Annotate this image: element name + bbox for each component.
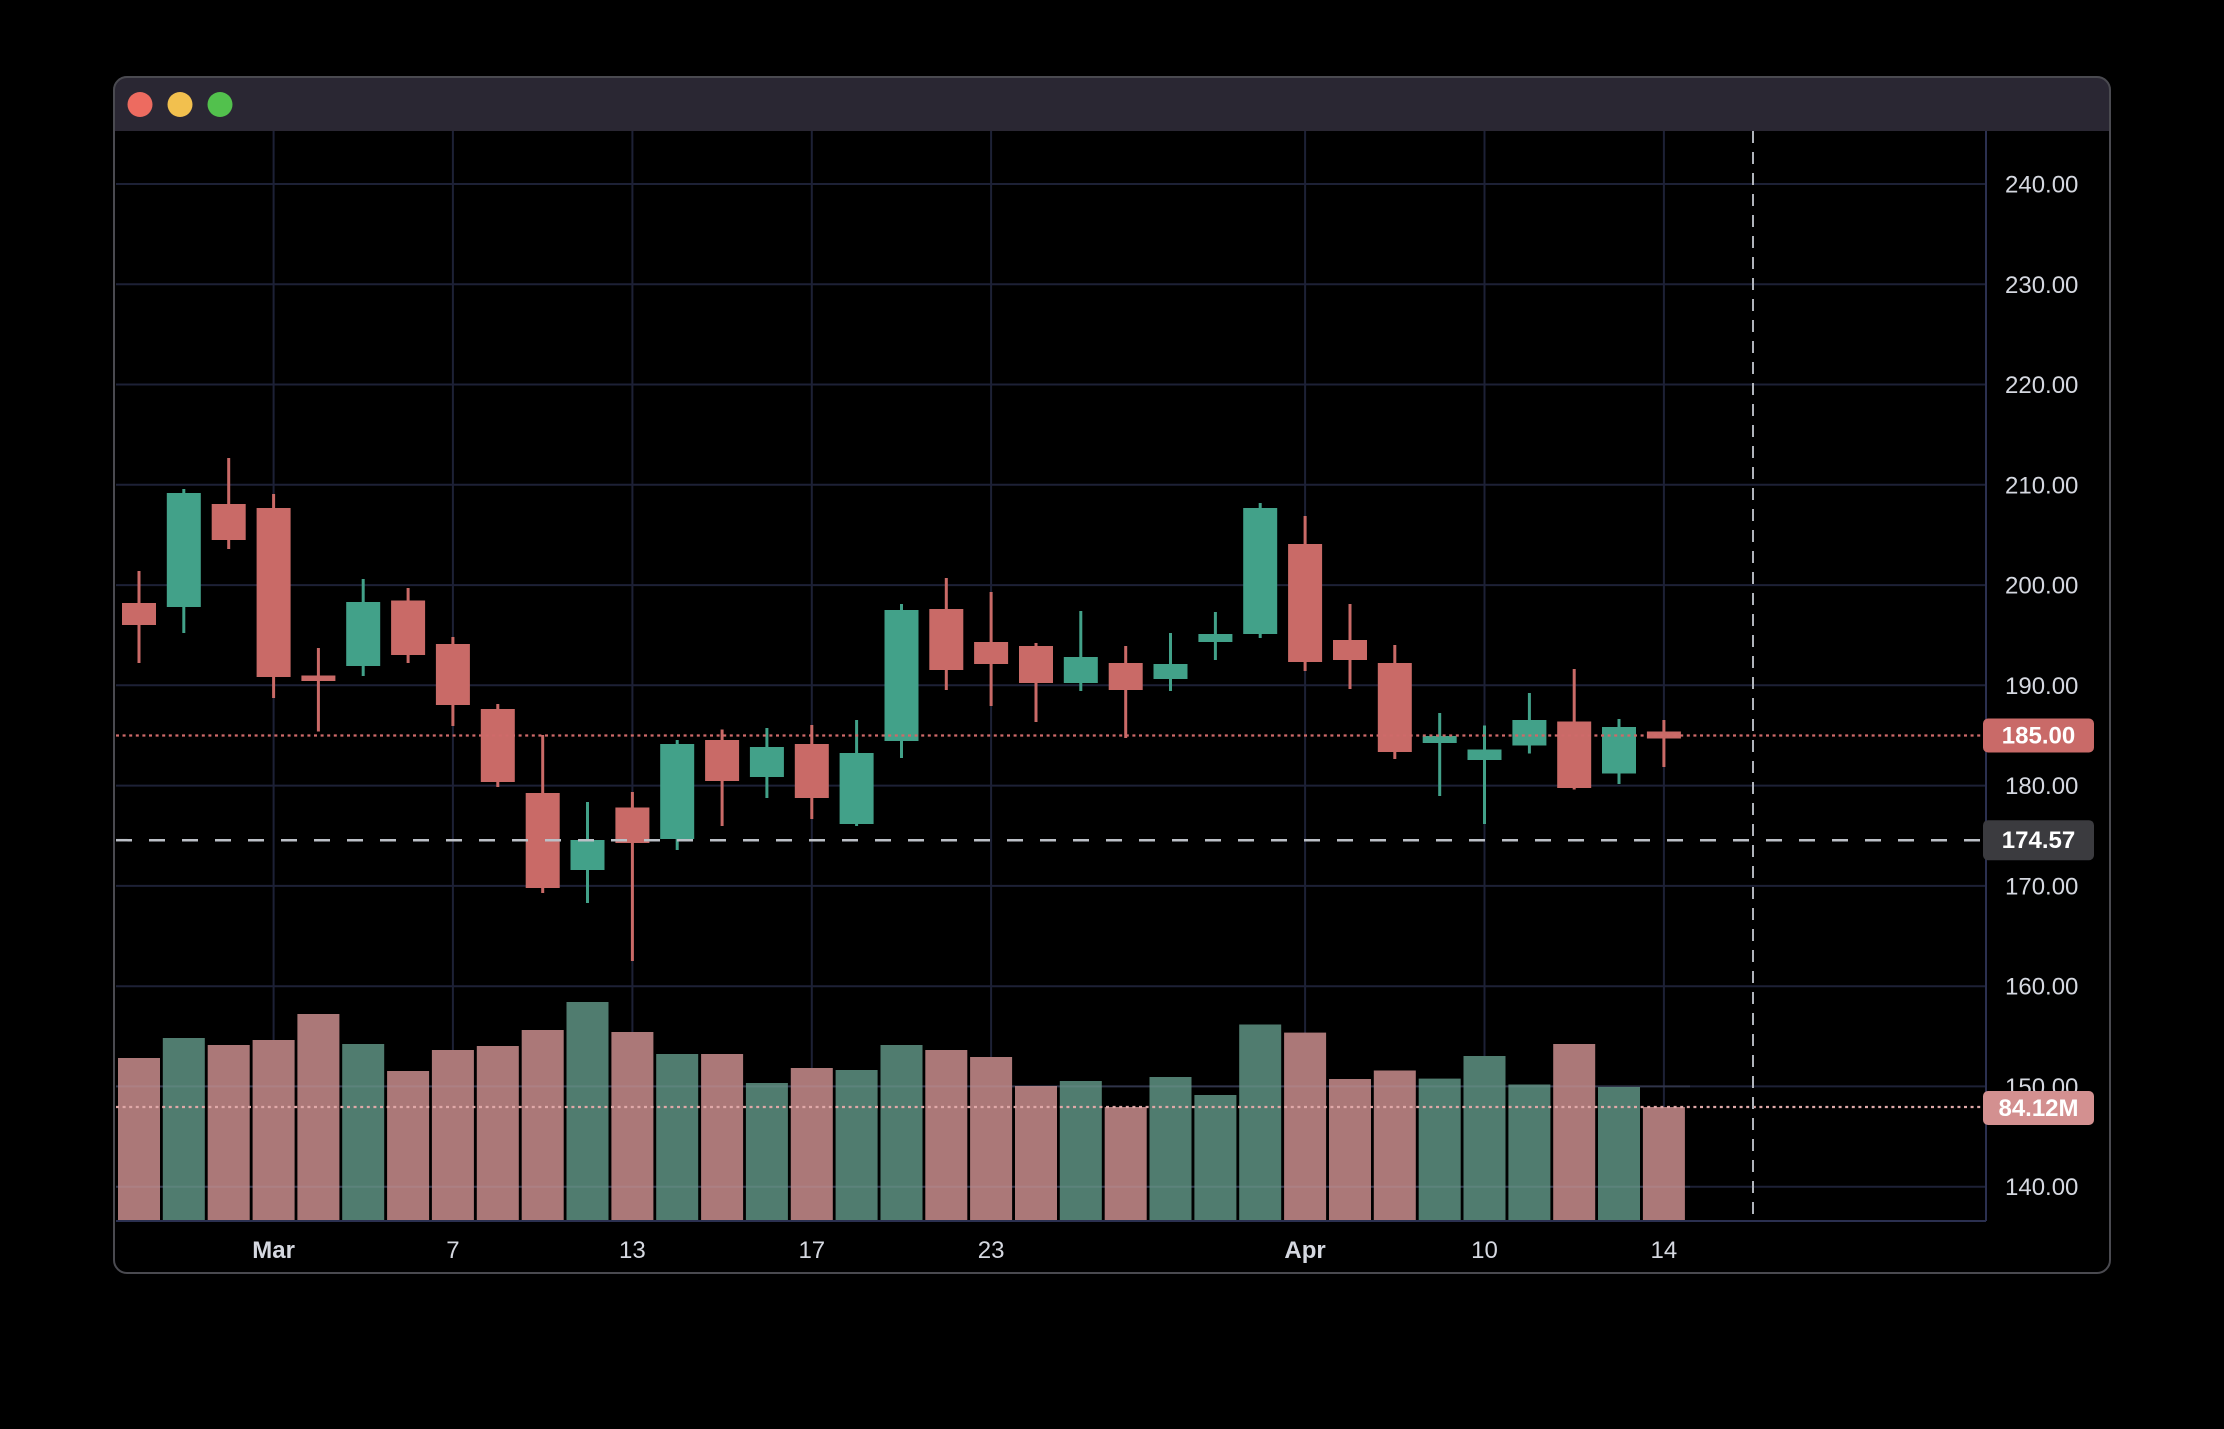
svg-text:230.00: 230.00 <box>2005 272 2078 299</box>
svg-text:10: 10 <box>1471 1237 1498 1264</box>
svg-text:240.00: 240.00 <box>2005 172 2078 199</box>
svg-text:17: 17 <box>798 1237 825 1264</box>
svg-text:160.00: 160.00 <box>2005 974 2078 1001</box>
svg-text:Apr: Apr <box>1284 1237 1325 1264</box>
svg-text:7: 7 <box>446 1237 459 1264</box>
svg-text:190.00: 190.00 <box>2005 673 2078 700</box>
svg-text:84.12M: 84.12M <box>1998 1095 2078 1122</box>
svg-text:180.00: 180.00 <box>2005 773 2078 800</box>
svg-text:174.57: 174.57 <box>2002 827 2075 854</box>
svg-text:140.00: 140.00 <box>2005 1174 2078 1201</box>
svg-text:Mar: Mar <box>252 1237 295 1264</box>
svg-text:170.00: 170.00 <box>2005 873 2078 900</box>
svg-text:200.00: 200.00 <box>2005 573 2078 600</box>
svg-text:210.00: 210.00 <box>2005 472 2078 499</box>
svg-text:23: 23 <box>978 1237 1005 1264</box>
svg-text:220.00: 220.00 <box>2005 372 2078 399</box>
svg-text:13: 13 <box>619 1237 646 1264</box>
svg-text:185.00: 185.00 <box>2002 723 2075 750</box>
svg-text:14: 14 <box>1651 1237 1678 1264</box>
